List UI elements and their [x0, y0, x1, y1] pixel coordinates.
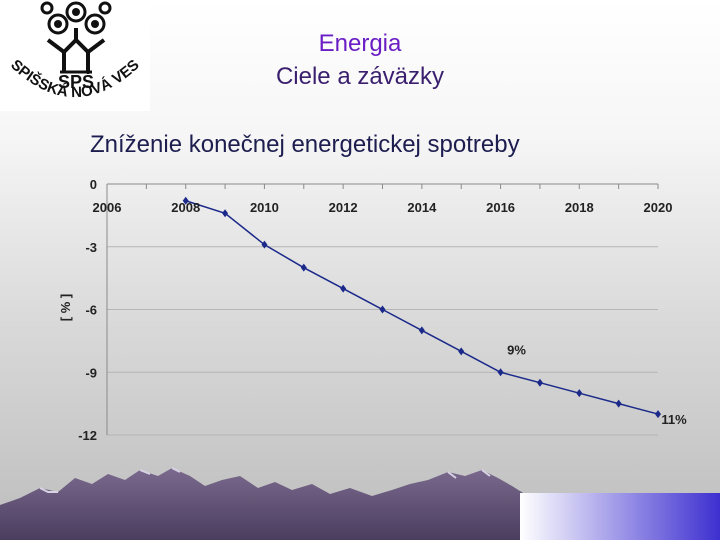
data-point [222, 209, 229, 218]
data-point [182, 196, 189, 205]
y-tick-label: 0 [90, 177, 97, 192]
y-axis-label: [ % ] [58, 294, 73, 321]
data-point [418, 326, 425, 335]
y-tick-label: -6 [85, 303, 97, 318]
data-point [340, 284, 347, 293]
data-point [458, 347, 465, 356]
decorative-gradient-strip [520, 493, 720, 540]
x-tick-label: 2018 [565, 200, 594, 215]
x-tick-label: 2016 [486, 200, 515, 215]
data-point [576, 389, 583, 398]
slide-header-line2: Ciele a záväzky [275, 63, 445, 90]
x-tick-label: 2010 [250, 200, 279, 215]
y-tick-label: -3 [85, 240, 97, 255]
chart-labels: 2006 2008 2010 2012 2014 2016 2018 2020 0 -3 -6 -9 -… [58, 177, 687, 443]
data-point [300, 263, 307, 272]
slide-title: Zníženie konečnej energetickej spotreby [90, 131, 520, 158]
y-tick-label: -12 [78, 428, 97, 443]
x-tick-label: 2006 [93, 200, 122, 215]
data-annotation: 9% [507, 342, 526, 357]
slide-header-line1: Energia [318, 30, 402, 57]
chart-series [182, 196, 661, 419]
data-point [655, 410, 661, 419]
school-logo: SPŠ SPIŠSKÁ NOVÁ VES [0, 0, 150, 111]
x-tick-label: 2014 [407, 200, 437, 215]
chart-axes [106, 183, 659, 435]
data-point [379, 305, 386, 314]
x-tick-label: 2008 [171, 200, 200, 215]
x-tick-label: 2012 [329, 200, 358, 215]
data-point [615, 399, 622, 408]
logo-text-sps: SPŠ [58, 71, 94, 92]
data-point [536, 378, 543, 387]
tree-logo-icon: SPŠ SPIŠSKÁ NOVÁ VES [7, 1, 143, 101]
data-annotation: 11% [661, 412, 687, 427]
data-point [261, 240, 268, 249]
x-tick-label: 2020 [644, 200, 673, 215]
data-point [497, 368, 504, 377]
y-tick-label: -9 [85, 365, 97, 380]
